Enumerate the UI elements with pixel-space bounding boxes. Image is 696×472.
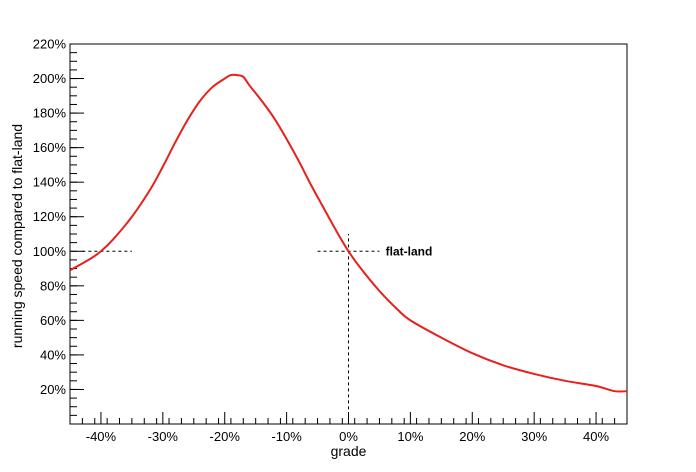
x-tick-label: 20%	[459, 429, 485, 444]
y-tick-label: 140%	[33, 175, 67, 190]
x-tick-label: 30%	[521, 429, 547, 444]
y-tick-label: 180%	[33, 106, 67, 121]
y-tick-label: 60%	[40, 313, 66, 328]
x-tick-label: -20%	[210, 429, 241, 444]
x-tick-label: 40%	[583, 429, 609, 444]
flat-land-annotation: flat-land	[386, 244, 433, 258]
y-tick-label: 160%	[33, 140, 67, 155]
y-tick-label: 20%	[40, 382, 66, 397]
x-axis-title: grade	[331, 443, 367, 459]
y-tick-label: 220%	[33, 37, 67, 52]
x-tick-label: 0%	[339, 429, 358, 444]
annotations: flat-land	[386, 244, 433, 258]
y-tick-label: 120%	[33, 209, 67, 224]
x-tick-label: 10%	[397, 429, 423, 444]
y-tick-label: 80%	[40, 278, 66, 293]
y-tick-label: 40%	[40, 347, 66, 362]
major-ticks	[70, 43, 597, 424]
x-tick-labels: -40% -30% -20% -10% 0% 10% 20% 30% 40%	[86, 429, 610, 444]
y-tick-label: 100%	[33, 244, 67, 259]
x-tick-label: -30%	[148, 429, 179, 444]
y-tick-labels: 20% 40% 60% 80% 100% 120% 140% 160% 180% 200% 220%	[33, 37, 67, 397]
y-tick-label: 200%	[33, 71, 67, 86]
series-lines	[69, 73, 628, 393]
x-tick-label: -40%	[86, 429, 117, 444]
series-line	[69, 73, 628, 393]
y-axis-title: running speed compared to flat-land	[9, 124, 25, 348]
x-tick-label: -10%	[271, 429, 302, 444]
